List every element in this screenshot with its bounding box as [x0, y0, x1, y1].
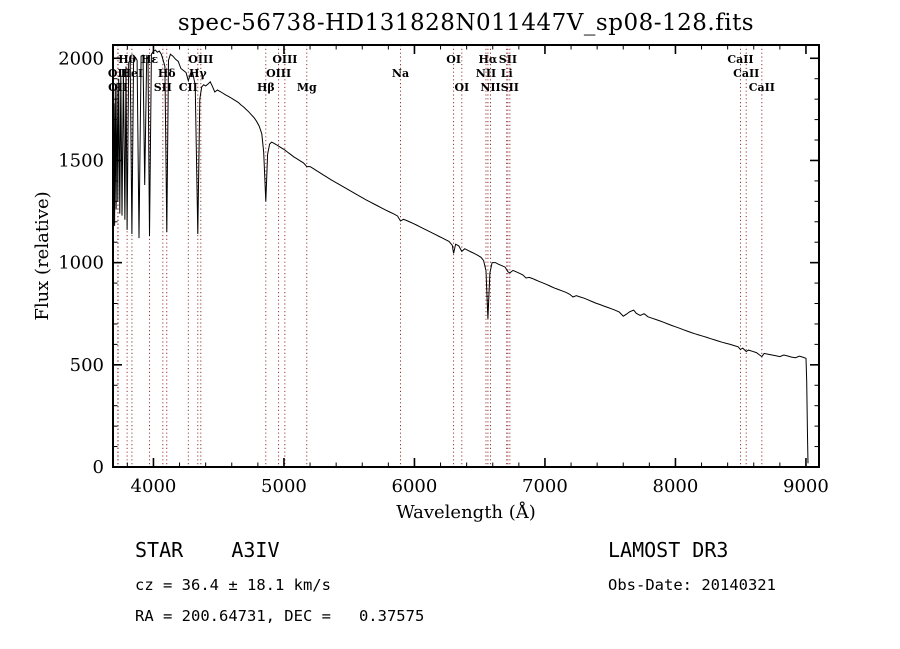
spectral-marker-label: CaII [727, 53, 753, 66]
y-axis-label: Flux (relative) [32, 191, 53, 320]
spectral-marker-label: Li [501, 67, 513, 80]
spectral-marker-label: SII [501, 81, 519, 94]
x-tick-label: 9000 [783, 476, 829, 497]
x-tick-label: 4000 [131, 476, 177, 497]
spectral-marker-label: CaII [733, 67, 759, 80]
spectral-marker-label: Hθ [118, 53, 136, 66]
spectral-marker-label: SII [499, 53, 517, 66]
spectral-marker-label: NII [480, 81, 500, 94]
spectral-marker-label: Mg [297, 81, 317, 94]
spectral-marker-label: OII [108, 81, 128, 94]
y-tick-label: 0 [93, 457, 104, 478]
y-tick-label: 500 [70, 355, 104, 376]
cz-value: cz = 36.4 ± 18.1 km/s [135, 576, 331, 594]
spectrum-line [112, 49, 809, 464]
x-axis-label: Wavelength (Å) [396, 501, 536, 523]
coordinates: RA = 200.64731, DEC = 0.37575 [135, 607, 424, 625]
spectral-marker-label: Hβ [257, 81, 275, 94]
y-tick-label: 1000 [58, 253, 104, 274]
spectral-marker-label: Hα [478, 53, 497, 66]
plot-title: spec-56738-HD131828N011447V_sp08-128.fit… [178, 10, 754, 36]
spectral-marker-label: OIII [188, 53, 213, 66]
spectral-marker-label: OIII [266, 67, 291, 80]
spectral-marker-label: Hγ [189, 67, 207, 80]
obs-date: Obs-Date: 20140321 [608, 576, 776, 594]
y-tick-label: 2000 [58, 48, 104, 69]
x-tick-label: 7000 [522, 476, 568, 497]
survey-release-label: LAMOST DR3 [608, 538, 728, 562]
spectral-marker-label: HeI [121, 67, 144, 80]
object-class-label: STAR A3IV [135, 538, 280, 562]
spectral-marker-label: Hε [141, 53, 158, 66]
spectral-marker-label: OI [446, 53, 461, 66]
x-tick-label: 6000 [392, 476, 438, 497]
x-tick-label: 5000 [261, 476, 307, 497]
spectral-marker-label: NII [476, 67, 496, 80]
spectral-marker-label: Hδ [158, 67, 176, 80]
spectral-marker-label: SII [154, 81, 172, 94]
spectral-marker-label: OI [454, 81, 469, 94]
x-tick-label: 8000 [653, 476, 699, 497]
spectral-marker-label: OIII [272, 53, 297, 66]
spectral-marker-label: Na [392, 67, 409, 80]
y-tick-label: 1500 [58, 150, 104, 171]
axes-box [112, 44, 820, 468]
spectral-marker-label: CaII [749, 81, 775, 94]
spectral-marker-label: CII [179, 81, 198, 94]
